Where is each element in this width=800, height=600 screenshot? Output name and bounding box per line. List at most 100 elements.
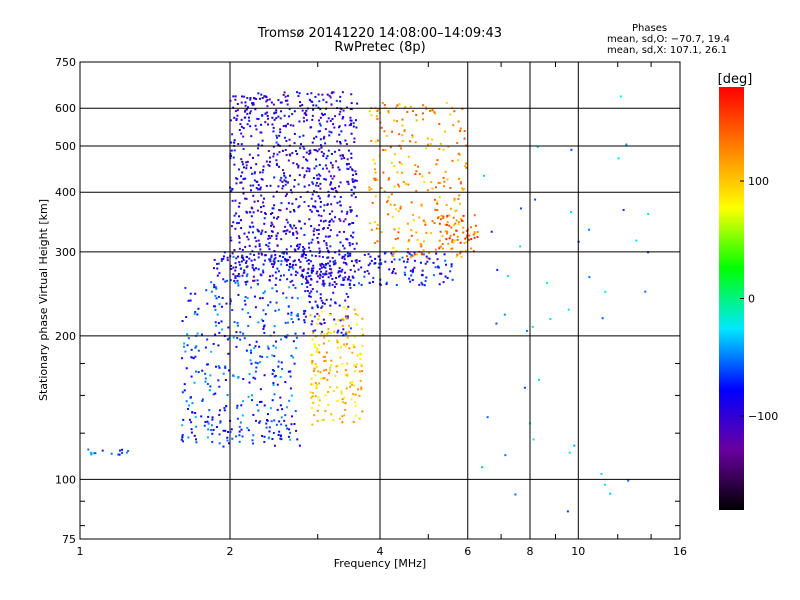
data-point xyxy=(360,386,363,389)
data-point xyxy=(212,428,215,431)
data-point xyxy=(283,174,286,177)
data-point xyxy=(230,154,233,157)
data-point xyxy=(438,246,441,249)
data-point xyxy=(274,309,277,312)
data-point xyxy=(279,404,282,407)
data-point xyxy=(354,196,357,199)
data-point xyxy=(341,255,344,258)
data-point xyxy=(218,442,221,445)
data-point xyxy=(278,209,281,212)
data-point xyxy=(236,337,239,340)
data-point xyxy=(353,180,356,183)
data-point xyxy=(439,182,442,185)
data-point xyxy=(274,271,277,274)
data-point xyxy=(354,312,357,315)
data-point xyxy=(331,283,334,286)
data-point xyxy=(253,172,256,175)
data-point xyxy=(275,109,278,112)
data-point xyxy=(306,289,309,292)
data-point xyxy=(263,374,266,377)
data-point xyxy=(323,178,326,181)
data-point xyxy=(309,260,312,263)
data-point xyxy=(406,258,409,261)
data-point xyxy=(402,260,405,263)
data-point xyxy=(193,312,196,315)
data-point xyxy=(290,314,293,317)
data-point xyxy=(452,216,455,219)
data-point xyxy=(251,156,254,159)
data-point xyxy=(355,214,358,217)
data-point xyxy=(519,245,522,248)
data-point xyxy=(311,288,314,291)
data-point xyxy=(261,297,264,300)
data-point xyxy=(285,252,288,255)
data-point xyxy=(273,369,276,372)
data-point xyxy=(271,274,274,277)
data-point xyxy=(326,203,329,206)
data-point xyxy=(357,388,360,391)
data-point xyxy=(206,302,209,305)
data-point xyxy=(314,300,317,303)
data-point xyxy=(282,274,285,277)
data-point xyxy=(275,164,278,167)
data-point xyxy=(398,227,401,230)
data-point xyxy=(222,257,225,260)
data-point xyxy=(336,341,339,344)
data-point xyxy=(395,250,398,253)
data-point xyxy=(412,254,415,257)
data-point xyxy=(243,299,246,302)
data-point xyxy=(258,401,261,404)
data-point xyxy=(247,429,250,432)
data-point xyxy=(272,382,275,385)
data-point xyxy=(465,166,468,169)
data-point xyxy=(393,119,396,122)
data-point xyxy=(270,263,273,266)
data-point xyxy=(385,134,388,137)
data-point xyxy=(328,272,331,275)
data-point xyxy=(271,437,274,440)
data-point xyxy=(286,334,289,337)
data-point xyxy=(183,342,186,345)
data-point xyxy=(272,225,275,228)
data-point xyxy=(409,105,412,108)
data-point xyxy=(325,298,328,301)
data-point xyxy=(324,107,327,110)
data-point xyxy=(352,231,355,234)
data-point xyxy=(314,335,317,338)
data-point xyxy=(284,335,287,338)
data-point xyxy=(233,279,236,282)
data-point xyxy=(309,283,312,286)
data-point xyxy=(426,143,429,146)
data-point xyxy=(282,292,285,295)
data-point xyxy=(398,258,401,261)
data-point xyxy=(424,106,427,109)
data-point xyxy=(342,277,345,280)
data-point xyxy=(319,263,322,266)
data-point xyxy=(227,352,230,355)
data-point xyxy=(349,116,352,119)
data-point xyxy=(450,226,453,229)
data-point xyxy=(302,332,305,335)
data-point xyxy=(465,236,468,239)
data-point xyxy=(311,338,314,341)
data-point xyxy=(627,479,630,482)
data-point xyxy=(291,265,294,268)
data-point xyxy=(330,331,333,334)
data-point xyxy=(312,182,315,185)
data-point xyxy=(274,374,277,377)
data-point xyxy=(237,282,240,285)
data-point xyxy=(334,374,337,377)
data-point xyxy=(451,159,454,162)
data-point xyxy=(287,259,290,262)
data-point xyxy=(259,297,262,300)
data-point xyxy=(233,139,236,142)
data-point xyxy=(324,219,327,222)
data-point xyxy=(424,280,427,283)
data-point xyxy=(435,252,438,255)
data-point xyxy=(299,265,302,268)
data-point xyxy=(455,209,458,212)
data-point xyxy=(263,95,266,98)
data-point xyxy=(275,190,278,193)
data-point xyxy=(345,238,348,241)
data-point xyxy=(253,347,256,350)
